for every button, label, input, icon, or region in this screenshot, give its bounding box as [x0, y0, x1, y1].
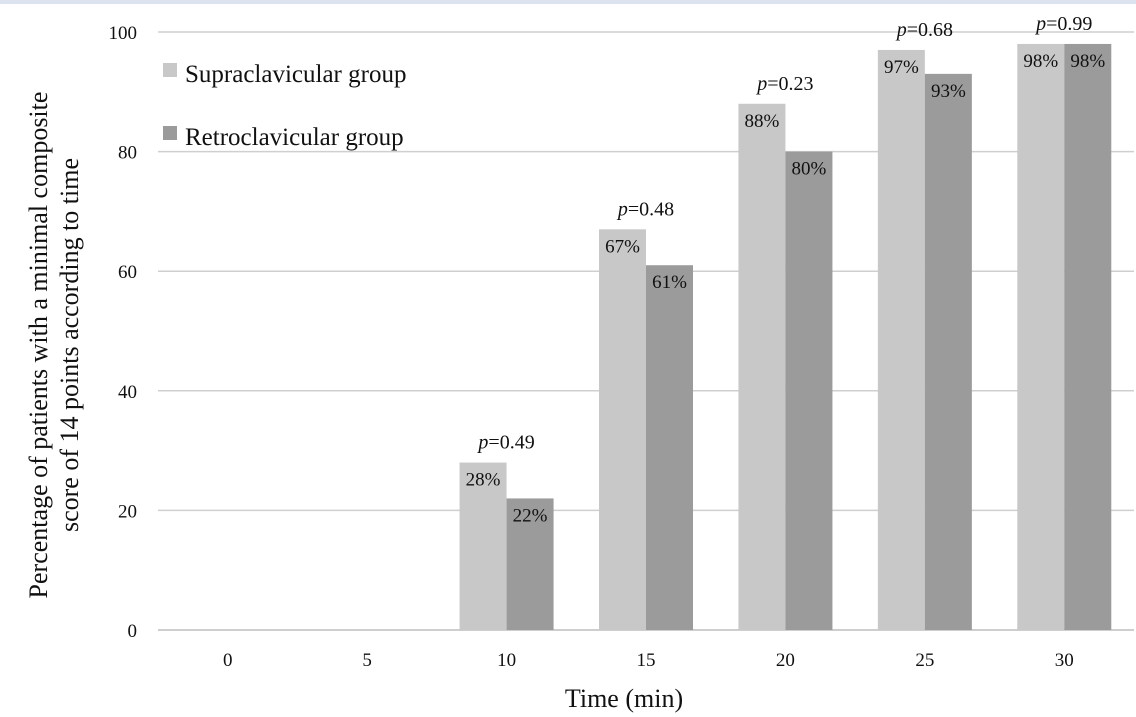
p-symbol: p	[616, 198, 628, 220]
data-label: 80%	[792, 159, 827, 180]
y-tick-label: 0	[128, 621, 138, 642]
p-symbol: p	[755, 73, 767, 95]
p-value-text: =0.68	[907, 19, 953, 41]
bar-supraclavicular-20	[738, 103, 786, 630]
p-value-label: p=0.49	[476, 432, 534, 454]
data-label: 22%	[513, 505, 548, 526]
p-symbol: p	[1034, 13, 1046, 35]
bar-supraclavicular-25	[877, 49, 925, 630]
y-axis-title-line-1: Percentage of patients with a minimal co…	[24, 92, 53, 599]
y-tick-label: 60	[118, 262, 137, 283]
x-tick-label: 20	[776, 650, 795, 671]
x-tick-label: 30	[1055, 650, 1074, 671]
bar-retroclavicular-25	[924, 73, 972, 631]
bar-retroclavicular-30	[1064, 43, 1112, 630]
bar-supraclavicular-10	[459, 462, 507, 630]
data-label: 61%	[652, 272, 687, 293]
bar-supraclavicular-15	[599, 229, 646, 630]
p-value-text: =0.99	[1046, 13, 1092, 35]
x-tick-label: 5	[362, 650, 372, 671]
y-tick-label: 20	[118, 501, 137, 522]
data-label: 88%	[745, 111, 780, 132]
y-axis-title: Percentage of patients with a minimal co…	[24, 92, 84, 599]
x-tick-label: 25	[915, 650, 934, 671]
data-label: 28%	[466, 470, 501, 491]
legend: Supraclavicular group Retroclavicular gr…	[163, 61, 406, 151]
x-tick-label: 10	[497, 650, 516, 671]
p-value-label: p=0.99	[1034, 13, 1092, 35]
p-value-label: p=0.68	[895, 19, 953, 41]
data-label: 67%	[605, 236, 640, 257]
x-tick-label: 0	[223, 650, 233, 671]
p-value-label: p=0.48	[616, 198, 674, 220]
bar-retroclavicular-20	[785, 151, 833, 630]
p-symbol: p	[895, 19, 907, 41]
legend-label-retroclavicular: Retroclavicular group	[185, 124, 404, 151]
p-value-annotations: p=0.49p=0.48p=0.23p=0.68 p=0.99	[476, 13, 1092, 454]
p-value-label: p=0.23	[755, 73, 813, 95]
top-border	[0, 0, 1136, 4]
p-value-text: =0.48	[628, 198, 674, 220]
y-axis-title-line-2: score of 14 points according to time	[55, 158, 84, 532]
data-label: 98%	[1070, 51, 1105, 72]
bar-retroclavicular-10	[506, 498, 554, 630]
bar-labels: 28% 67% 88% 97% 98% 22% 61% 80% 93% 98%	[466, 51, 1106, 526]
p-symbol: p	[476, 432, 488, 454]
x-axis-ticks: 0 5 10 15 20 25 30	[223, 650, 1074, 671]
data-label: 98%	[1023, 51, 1058, 72]
bars	[459, 43, 1112, 631]
bar-retroclavicular-15	[646, 265, 693, 630]
legend-swatch-supraclavicular	[163, 63, 177, 77]
legend-swatch-retroclavicular	[163, 126, 177, 140]
p-value-text: =0.23	[767, 73, 813, 95]
data-label: 93%	[931, 81, 966, 102]
p-value-text: =0.49	[488, 432, 534, 454]
y-tick-label: 40	[118, 382, 137, 403]
bar-supraclavicular-30	[1017, 43, 1065, 630]
x-tick-label: 15	[637, 650, 656, 671]
x-axis-title: Time (min)	[565, 684, 683, 713]
y-tick-label: 100	[109, 23, 138, 44]
data-label: 97%	[884, 57, 919, 78]
y-tick-label: 80	[118, 143, 137, 164]
y-axis-ticks: 0 20 40 60 80 100	[109, 23, 138, 642]
legend-label-supraclavicular: Supraclavicular group	[185, 61, 406, 88]
